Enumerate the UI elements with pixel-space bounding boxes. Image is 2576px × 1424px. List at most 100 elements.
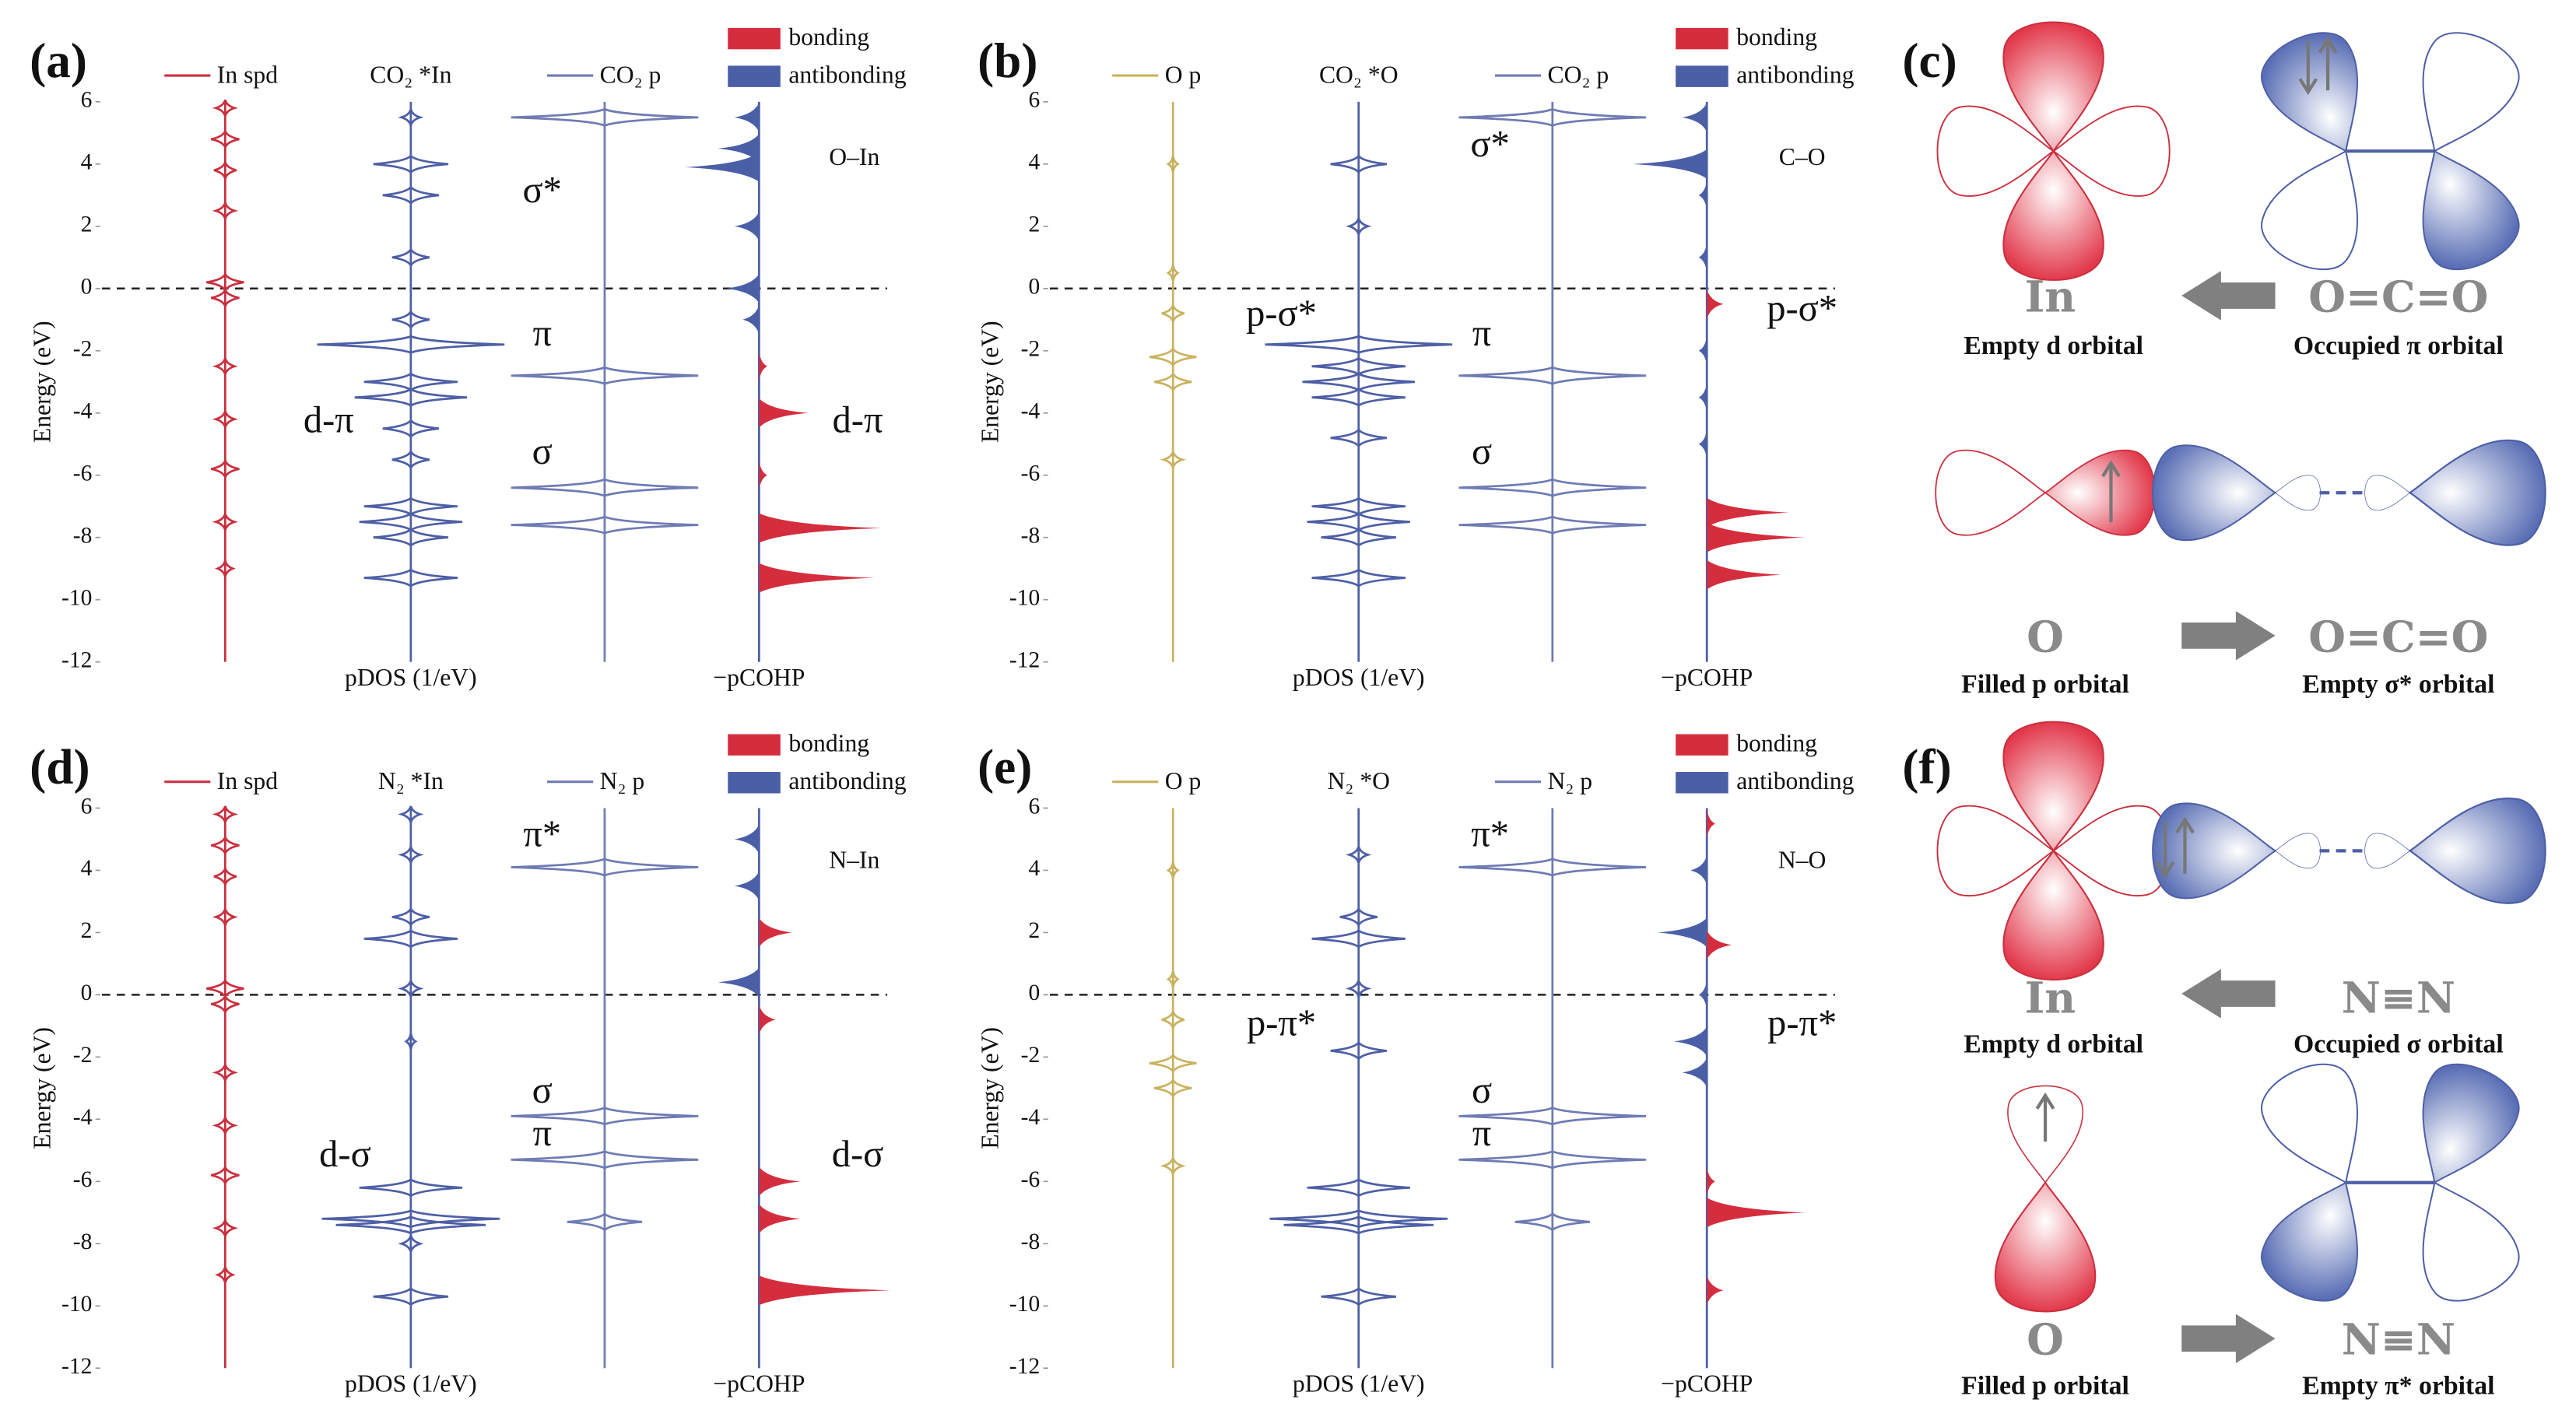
molecule-label: N≡N [2342, 973, 2455, 1023]
y-tick-label: -10 [61, 585, 92, 610]
x-axis-label: −pCOHP [713, 1370, 805, 1398]
d-orbital [1936, 21, 2171, 281]
dos-peak [317, 335, 505, 354]
dos-peak [1458, 478, 1647, 497]
molecule-label: O=C=O [2308, 271, 2488, 321]
dos-peak [391, 247, 430, 268]
cohp-peak [734, 211, 760, 241]
annotation: p-π* [1767, 1002, 1837, 1043]
cohp-peak [1682, 102, 1707, 132]
arrow-left [2181, 271, 2276, 321]
y-axis-label: Energy (eV) [976, 321, 1003, 443]
cohp-peak [1690, 855, 1707, 886]
legend-label: CO₂ p [600, 61, 662, 88]
y-tick-label: -12 [1009, 1354, 1040, 1379]
cohp-peak [759, 351, 767, 381]
dos-peak [212, 805, 239, 823]
cohp-peak [1674, 1026, 1707, 1057]
dos-peak [212, 1064, 239, 1082]
arrow-right [2181, 611, 2276, 661]
orbital-caption: Empty d orbital [1964, 1029, 2143, 1058]
cohp-peak [1698, 242, 1707, 272]
legend-label: antibonding [1736, 61, 1854, 88]
dos-peak [1458, 366, 1647, 385]
legend-swatch [1676, 27, 1728, 50]
dos-peak [212, 410, 239, 428]
legend-label: antibonding [788, 767, 906, 794]
y-tick-label: 4 [81, 856, 93, 881]
dos-peak [359, 1178, 463, 1198]
cohp-peak [759, 513, 883, 543]
dos-peak [373, 528, 449, 548]
cohp-peak [1707, 808, 1715, 839]
dos-peak [1153, 1077, 1192, 1100]
y-tick-label: 4 [1028, 856, 1040, 881]
sigma-orbital [2152, 797, 2546, 904]
dos-peak [511, 478, 699, 497]
dos-peak [212, 1117, 239, 1135]
legend-label: antibonding [788, 61, 906, 88]
annotation: σ [532, 431, 553, 472]
legend-label: O p [1165, 767, 1202, 794]
dos-peak [212, 357, 239, 375]
legend-swatch [1676, 772, 1728, 794]
pi-star-orbital [2250, 1050, 2531, 1315]
annotation: p-π* [1247, 1002, 1316, 1043]
orbital-caption: Filled p orbital [1961, 1371, 2129, 1400]
legend-swatch [728, 734, 781, 756]
dos-peak [373, 154, 449, 174]
dos-peak [398, 980, 424, 998]
cohp-peak [718, 967, 760, 998]
y-tick-label: -8 [73, 1229, 93, 1254]
dos-peak [211, 1163, 240, 1187]
annotation: π* [1471, 814, 1509, 855]
pi-orbital [2250, 19, 2531, 283]
cohp-peak [759, 917, 792, 948]
dos-peak [1330, 153, 1387, 174]
y-tick-label: -2 [1021, 337, 1041, 362]
legend-swatch [728, 65, 781, 87]
cohp-peak [1707, 1166, 1715, 1197]
dos-peak [1157, 1007, 1189, 1032]
dos-peak [211, 833, 240, 857]
annotation: d-π [833, 400, 883, 441]
annotation: p-σ* [1246, 293, 1317, 335]
cohp-peak [1698, 335, 1707, 366]
dos-peak [398, 108, 424, 126]
y-tick-label: -6 [1021, 461, 1041, 486]
y-tick-label: 2 [1028, 212, 1040, 237]
dos-peak [1339, 906, 1378, 928]
dos-peak [1149, 346, 1197, 367]
legend-label: N₂ p [600, 767, 645, 794]
p-sigma-orbital [1935, 439, 2546, 546]
annotation: N–In [829, 846, 879, 873]
orbital-caption: Empty σ* orbital [2302, 670, 2494, 699]
cohp-peak [1707, 1198, 1806, 1228]
orbital-caption: Occupied π orbital [2293, 331, 2504, 360]
dos-peak [1346, 846, 1372, 864]
dos-peak [212, 513, 239, 531]
dos-peak [1458, 107, 1647, 127]
y-tick-label: -12 [1009, 647, 1040, 672]
y-tick-label: 6 [1028, 88, 1040, 113]
cohp-peak [1698, 382, 1707, 412]
orbital-caption: Empty d orbital [1964, 331, 2143, 360]
cohp-peak [1682, 1057, 1707, 1088]
annotation: π* [523, 814, 561, 855]
y-tick-label: -8 [1021, 1229, 1041, 1254]
legend-swatch [728, 772, 781, 794]
annotation: π [1472, 1113, 1492, 1154]
y-axis-label: Energy (eV) [976, 1027, 1003, 1149]
dos-peak [1166, 970, 1180, 988]
atom-label: O [2027, 1314, 2064, 1365]
dos-peak [212, 1219, 239, 1237]
annotation: π [532, 313, 552, 354]
y-tick-label: -10 [61, 1292, 92, 1317]
annotation: d-σ [832, 1134, 884, 1175]
cohp-peak [1698, 180, 1707, 210]
cohp-peak [1698, 429, 1707, 459]
cohp-peak [759, 1005, 776, 1035]
arrow-left [2181, 969, 2276, 1019]
legend-label: bonding [788, 730, 869, 757]
